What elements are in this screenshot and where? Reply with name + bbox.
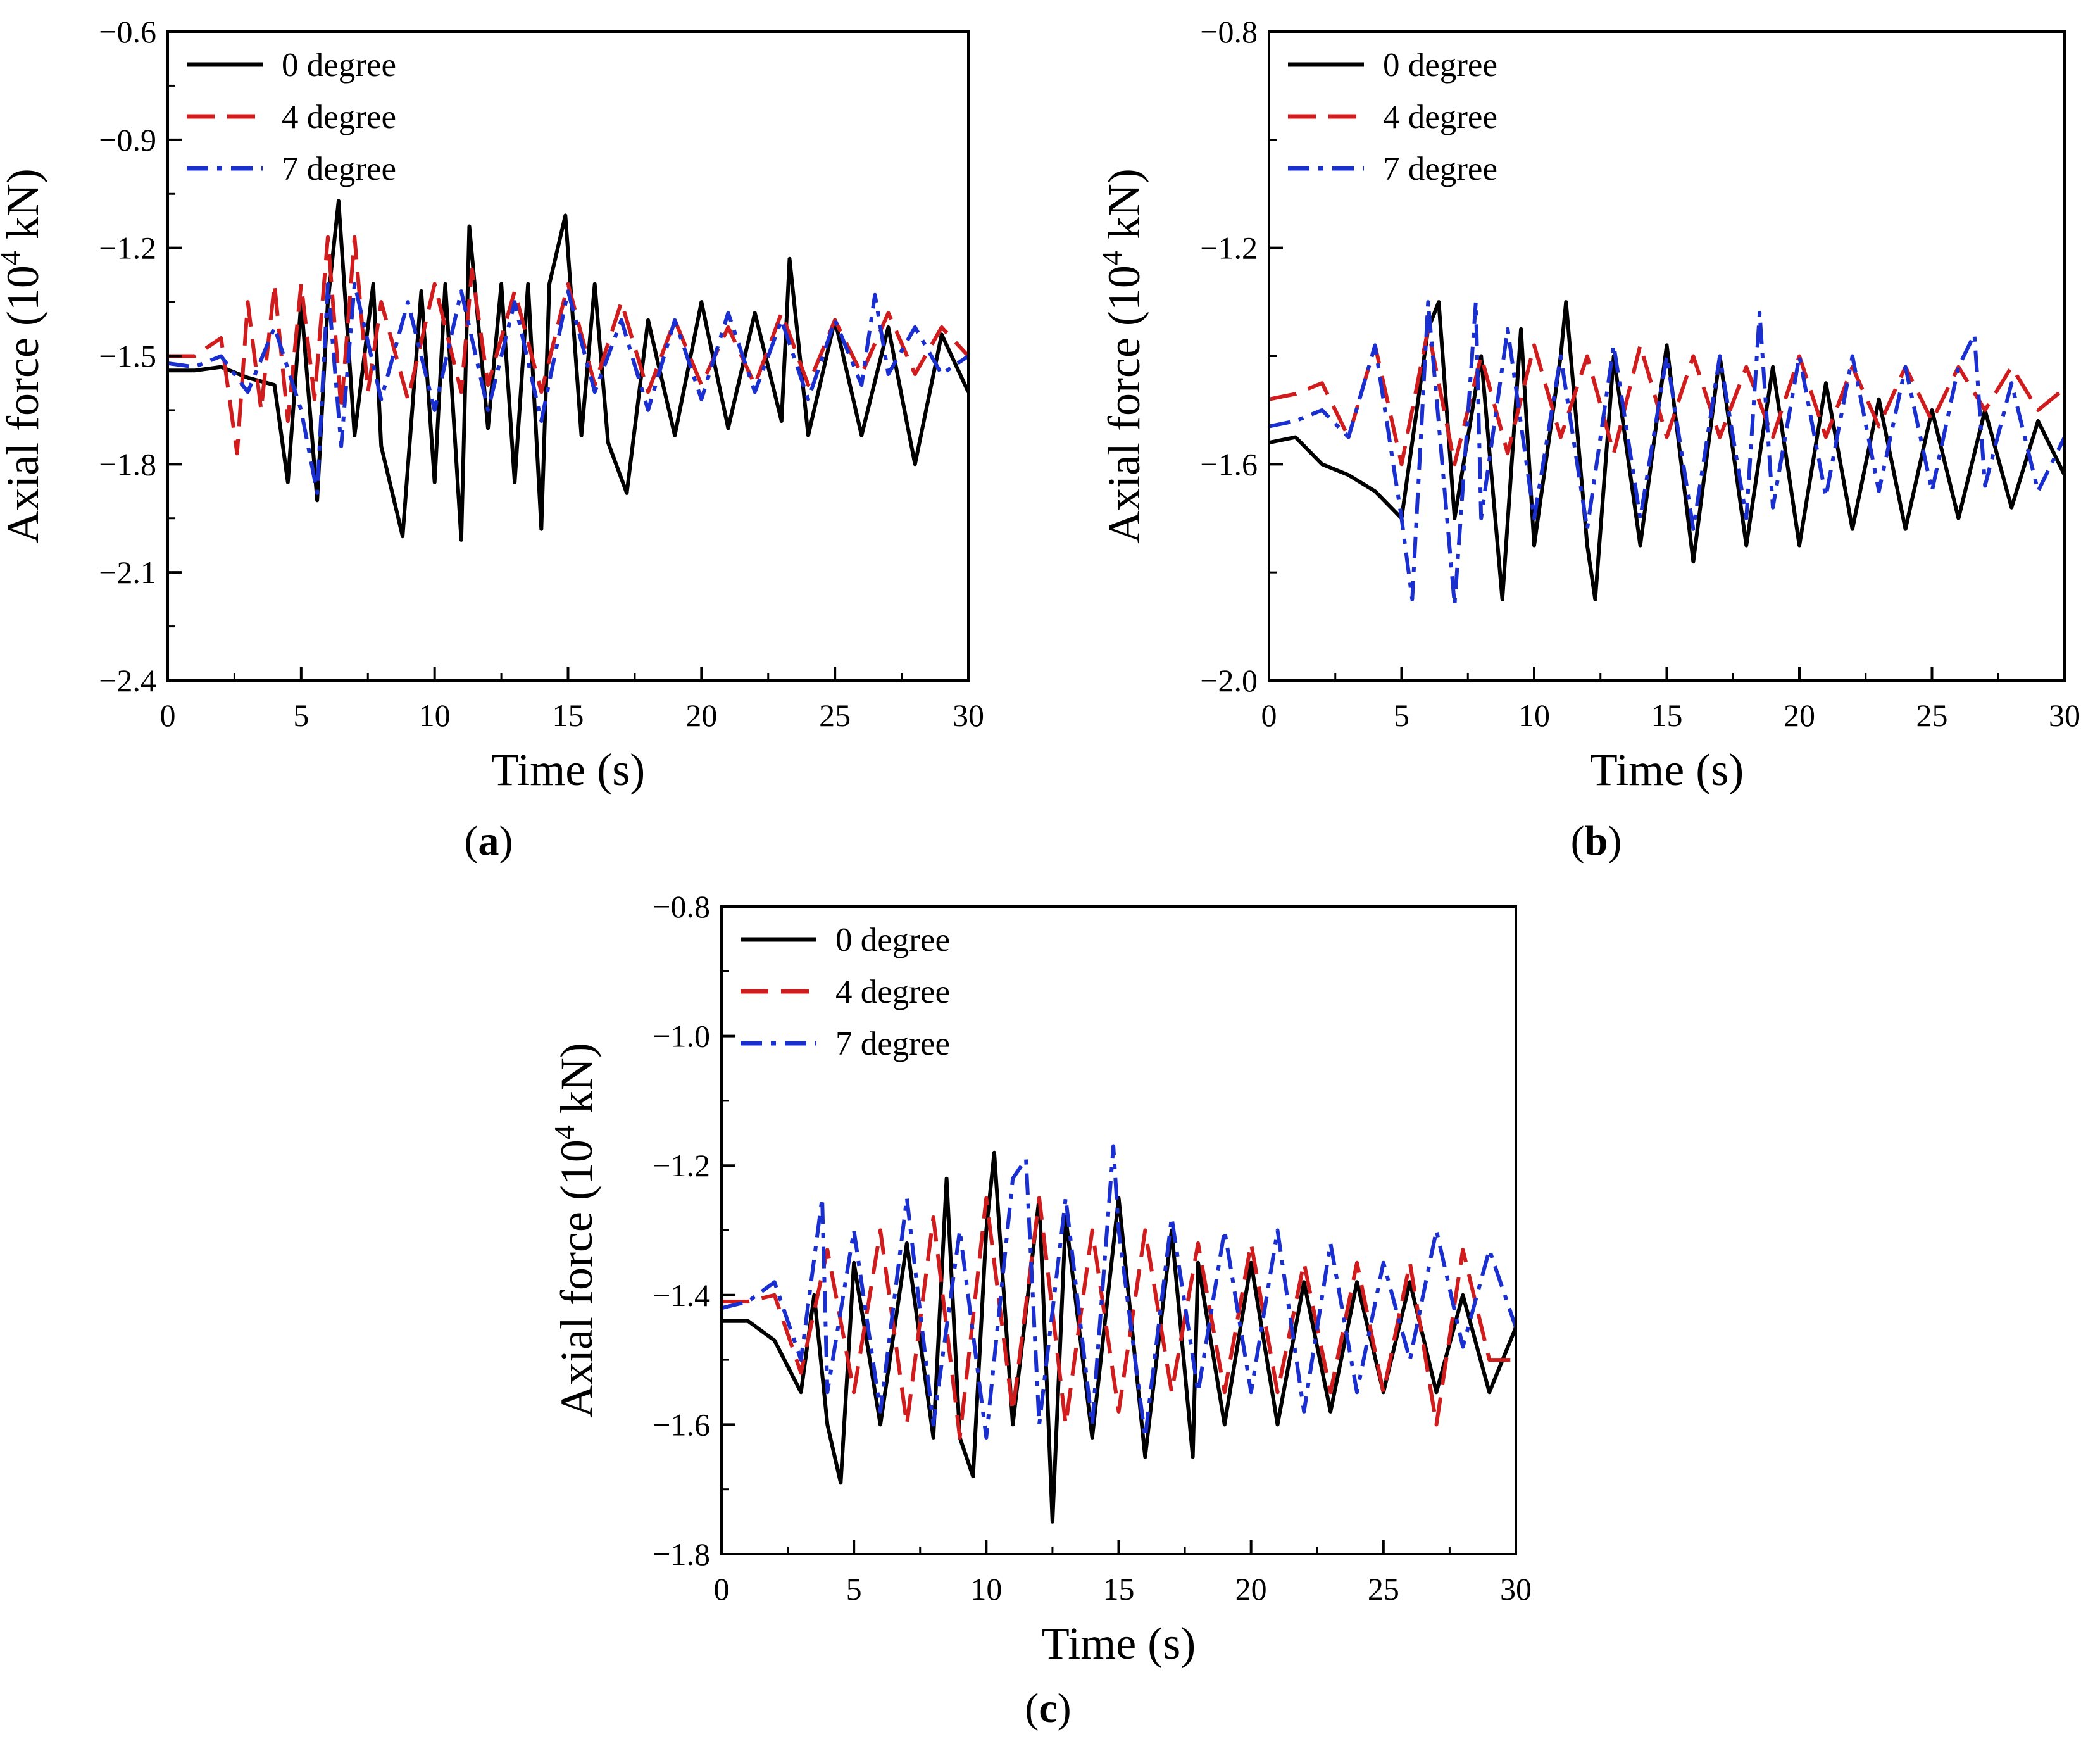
- y-axis-title-exponent: 4: [548, 1125, 580, 1139]
- y-axis-title-prefix: Axial force (10: [551, 1139, 602, 1418]
- legend-label-4-degree: 4 degree: [1383, 99, 1497, 135]
- y-axis-title-exponent: 4: [0, 251, 27, 265]
- y-tick-label: −1.0: [653, 1019, 710, 1054]
- y-tick-label: −1.2: [1200, 230, 1258, 266]
- y-axis-title-suffix: kN): [1099, 168, 1149, 251]
- legend-label-7-degree: 7 degree: [1383, 151, 1497, 187]
- series-line-7-degree: [168, 282, 968, 495]
- plot-area: [168, 199, 968, 542]
- x-tick-label: 30: [1500, 1571, 1532, 1607]
- series-line-0-degree: [1269, 300, 2065, 601]
- x-tick-label: 0: [714, 1571, 730, 1607]
- y-tick-label: −1.2: [99, 230, 156, 266]
- y-axis-title-prefix: Axial force (10: [0, 265, 48, 544]
- plot-area: [722, 1144, 1516, 1524]
- x-tick-label: 0: [160, 698, 176, 733]
- x-tick-label: 15: [1103, 1571, 1135, 1607]
- legend: 0 degree 4 degree 7 degree: [187, 47, 396, 187]
- x-axis-title: Time (s): [1042, 1618, 1196, 1669]
- x-tick-label: 15: [553, 698, 584, 733]
- legend: 0 degree 4 degree 7 degree: [1288, 47, 1497, 187]
- x-tick-label: 10: [1518, 698, 1550, 733]
- panel-label: (b): [1571, 818, 1622, 864]
- y-tick-label: −2.4: [99, 663, 156, 698]
- legend-label-0-degree: 0 degree: [835, 922, 950, 958]
- legend-label-0-degree: 0 degree: [1383, 47, 1497, 84]
- y-axis-title-suffix: kN): [0, 168, 48, 251]
- y-tick-label: −1.5: [99, 339, 156, 374]
- y-tick-label: −0.8: [653, 889, 710, 924]
- y-tick-label: −1.6: [1200, 446, 1258, 482]
- chart-panel-c: 0 5 10 15 20 25 30 −1.8 −1.6 −1.4 −1.2 −1.0 −0.8 Time…: [548, 889, 1532, 1731]
- series-line-0-degree: [722, 1150, 1516, 1524]
- y-tick-label: −1.8: [653, 1536, 710, 1572]
- x-tick-label: 5: [1394, 698, 1409, 733]
- legend-label-4-degree: 4 degree: [282, 99, 396, 135]
- y-axis-title-exponent: 4: [1096, 251, 1128, 265]
- legend-label-0-degree: 0 degree: [282, 47, 396, 84]
- panel-label: (c): [1025, 1685, 1071, 1731]
- y-axis-title: Axial force (104 kN): [1096, 168, 1149, 544]
- x-tick-label: 10: [419, 698, 451, 733]
- series-line-0-degree: [168, 199, 968, 542]
- y-tick-label: −1.6: [653, 1407, 710, 1442]
- y-axis-title-prefix: Axial force (10: [1099, 265, 1149, 544]
- chart-panel-b: 0 5 10 15 20 25 30 −2.0 −1.6 −1.2 −0.8 Time (s) Axia…: [1096, 14, 2080, 864]
- x-axis-title: Time (s): [1590, 744, 1744, 795]
- x-axis-title: Time (s): [491, 744, 645, 795]
- legend-label-7-degree: 7 degree: [282, 151, 396, 187]
- y-tick-label: −1.8: [99, 446, 156, 482]
- y-tick-label: −1.4: [653, 1277, 710, 1313]
- series-line-4-degree: [1269, 327, 2065, 467]
- legend-label-4-degree: 4 degree: [835, 974, 950, 1010]
- x-tick-label: 5: [846, 1571, 862, 1607]
- x-tick-label: 0: [1261, 698, 1277, 733]
- chart-panel-a: 0 5 10 15 20 25 30 −2.4 −2.1 −1.8 −1.5 −1.2 −0.9 −0.6…: [0, 14, 984, 864]
- x-tick-label: 30: [953, 698, 984, 733]
- y-tick-label: −0.9: [99, 122, 156, 158]
- x-tick-label: 15: [1651, 698, 1683, 733]
- series-line-7-degree: [1269, 300, 2065, 607]
- y-tick-label: −2.0: [1200, 663, 1258, 698]
- x-tick-label: 20: [1235, 1571, 1267, 1607]
- x-tick-label: 10: [970, 1571, 1002, 1607]
- x-tick-label: 25: [819, 698, 851, 733]
- y-tick-label: −0.6: [99, 14, 156, 49]
- y-tick-label: −0.8: [1200, 14, 1258, 49]
- x-tick-label: 20: [1784, 698, 1815, 733]
- panel-label: (a): [465, 818, 513, 864]
- series-line-4-degree: [168, 235, 968, 456]
- legend-label-7-degree: 7 degree: [835, 1026, 950, 1062]
- plot-area: [1269, 300, 2065, 607]
- x-tick-label: 25: [1368, 1571, 1399, 1607]
- y-axis-title-suffix: kN): [551, 1043, 602, 1125]
- series-line-7-degree: [722, 1144, 1516, 1440]
- x-tick-label: 25: [1916, 698, 1948, 733]
- x-tick-label: 30: [2049, 698, 2080, 733]
- legend: 0 degree 4 degree 7 degree: [741, 922, 950, 1062]
- y-axis-title: Axial force (104 kN): [548, 1043, 602, 1418]
- y-tick-label: −1.2: [653, 1148, 710, 1183]
- y-tick-label: −2.1: [99, 555, 156, 590]
- y-axis-title: Axial force (104 kN): [0, 168, 48, 544]
- series-line-4-degree: [722, 1196, 1516, 1440]
- x-tick-label: 5: [293, 698, 309, 733]
- x-tick-label: 20: [685, 698, 717, 733]
